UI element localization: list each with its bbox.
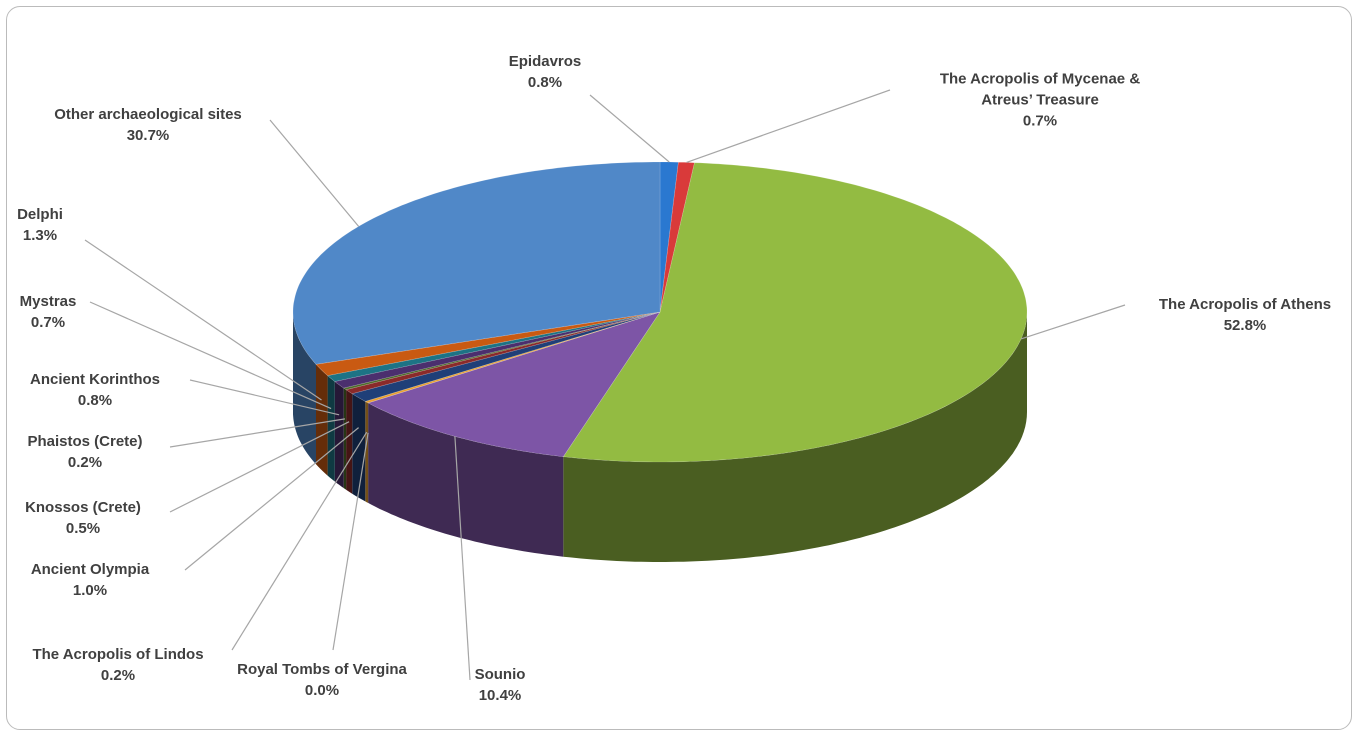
slice-name: Ancient Olympia <box>30 561 150 578</box>
slice-name: Epidavros <box>508 53 582 70</box>
slice <box>315 311 661 376</box>
slice-value: 10.4% <box>478 687 522 704</box>
slice-name: Sounio <box>474 666 526 683</box>
leader-line <box>184 427 359 571</box>
leader-line <box>84 239 322 401</box>
leader-line <box>169 421 350 513</box>
slice-name: Delphi <box>17 206 63 223</box>
slice-value: 1.0% <box>72 582 108 599</box>
slice-side <box>365 401 369 503</box>
leader-line <box>269 119 360 227</box>
slice-side <box>563 312 1027 562</box>
slice-value: 0.2% <box>67 454 103 471</box>
slice-side <box>327 375 335 482</box>
slice-name: Other archaeological sites <box>54 106 242 123</box>
slice-value: 0.7% <box>1022 112 1058 130</box>
leader-line <box>189 379 340 416</box>
leader-line <box>332 432 369 651</box>
slice-name: Phaistos (Crete) <box>27 433 143 450</box>
slice-name: Royal Tombs of Vergina <box>237 661 407 678</box>
slice-value: 52.8% <box>1223 317 1267 334</box>
slice <box>364 311 661 404</box>
data-label: Epidavros 0.8% <box>420 51 670 93</box>
slice-value: 1.3% <box>22 227 58 244</box>
slice-name: Mystras <box>19 293 77 310</box>
data-label: The Acropolis of Lindos 0.2% <box>0 644 243 686</box>
slice-value: 0.2% <box>100 667 136 684</box>
slice-value: 0.8% <box>77 392 113 409</box>
slice-side <box>316 364 328 476</box>
slice-side <box>334 381 344 489</box>
slice-value: 0.7% <box>30 314 66 331</box>
slice-value: 0.8% <box>527 74 563 91</box>
data-label: The Acropolis of Athens 52.8% <box>1120 294 1360 336</box>
data-label: Ancient Korinthos 0.8% <box>0 369 220 411</box>
data-label: Mystras 0.7% <box>0 291 173 333</box>
leader-line <box>1020 304 1126 340</box>
data-label: Phaistos (Crete) 0.2% <box>0 431 210 473</box>
slice-name: The Acropolis of Lindos <box>32 646 204 663</box>
leader-line <box>589 94 670 163</box>
slice-name: Ancient Korinthos <box>30 371 160 388</box>
data-label: The Acropolis of Mycenae & Atreus’ Treas… <box>923 69 1158 132</box>
slice-side <box>346 389 353 494</box>
slice-name: The Acropolis of Mycenae & Atreus’ Treas… <box>939 70 1141 109</box>
slice-side <box>352 393 366 502</box>
slice-value: 0.0% <box>304 682 340 699</box>
leader-line <box>89 301 332 410</box>
slice-value: 30.7% <box>126 127 170 144</box>
chart-frame <box>6 6 1352 730</box>
leader-line <box>454 436 471 681</box>
slice-name: Knossos (Crete) <box>25 499 141 516</box>
leader-line <box>169 418 345 448</box>
data-label: Sounio 10.4% <box>375 664 625 706</box>
data-label: Other archaeological sites 30.7% <box>23 104 273 146</box>
slice-name: The Acropolis of Athens <box>1158 296 1332 313</box>
data-label: Delphi 1.3% <box>0 204 165 246</box>
data-label: Royal Tombs of Vergina 0.0% <box>197 659 447 701</box>
leader-line <box>231 431 368 651</box>
slice-side <box>368 402 564 557</box>
data-label: Ancient Olympia 1.0% <box>0 559 215 601</box>
leader-line <box>686 89 891 163</box>
slice-value: 0.5% <box>65 520 101 537</box>
data-label: Knossos (Crete) 0.5% <box>0 497 208 539</box>
